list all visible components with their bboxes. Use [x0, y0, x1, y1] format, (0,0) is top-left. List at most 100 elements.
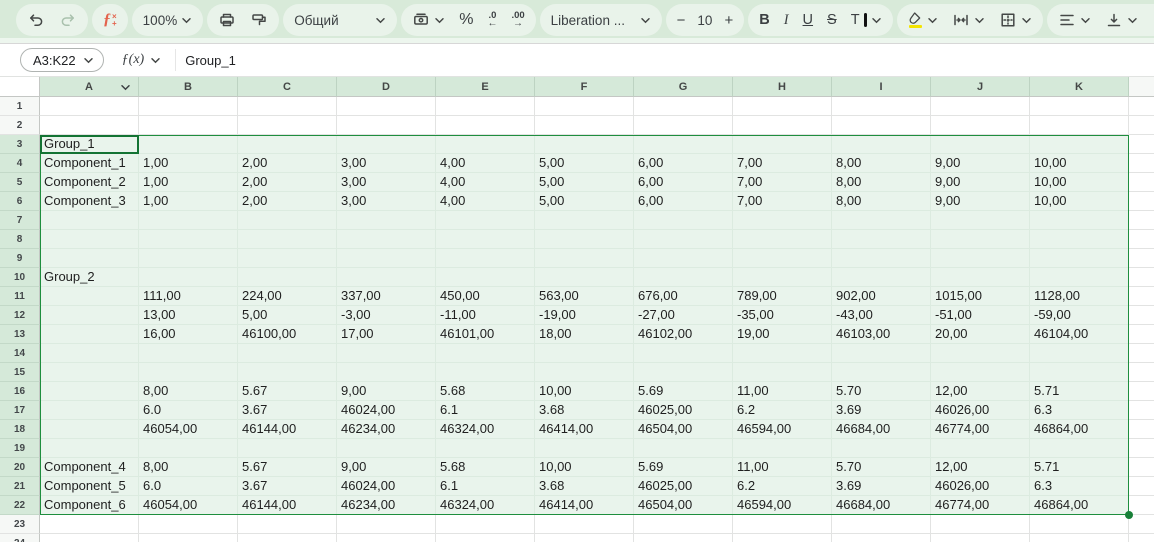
- cell-K8[interactable]: [1030, 230, 1129, 249]
- increase-font-size-button[interactable]: +: [722, 4, 735, 36]
- column-header-partial[interactable]: [1129, 77, 1154, 97]
- currency-format-button[interactable]: [410, 4, 447, 36]
- zoom-select[interactable]: 100%: [141, 4, 195, 36]
- column-header-C[interactable]: C: [238, 77, 337, 97]
- column-header-H[interactable]: H: [733, 77, 832, 97]
- cell-I6[interactable]: 8,00: [832, 192, 931, 211]
- cell-partial-2[interactable]: [1129, 116, 1154, 135]
- cell-K14[interactable]: [1030, 344, 1129, 363]
- cell-J19[interactable]: [931, 439, 1030, 458]
- cell-C24[interactable]: [238, 534, 337, 542]
- redo-button[interactable]: [57, 4, 79, 36]
- cell-J4[interactable]: 9,00: [931, 154, 1030, 173]
- cell-A17[interactable]: [40, 401, 139, 420]
- cell-F3[interactable]: [535, 135, 634, 154]
- cell-E23[interactable]: [436, 515, 535, 534]
- cell-B6[interactable]: 1,00: [139, 192, 238, 211]
- cell-A8[interactable]: [40, 230, 139, 249]
- cell-H1[interactable]: [733, 97, 832, 116]
- cell-I5[interactable]: 8,00: [832, 173, 931, 192]
- cell-partial-14[interactable]: [1129, 344, 1154, 363]
- cell-G24[interactable]: [634, 534, 733, 542]
- row-header-24[interactable]: 24: [0, 534, 40, 542]
- row-header-1[interactable]: 1: [0, 97, 40, 116]
- cell-J5[interactable]: 9,00: [931, 173, 1030, 192]
- cell-E7[interactable]: [436, 211, 535, 230]
- cell-K20[interactable]: 5.71: [1030, 458, 1129, 477]
- row-header-19[interactable]: 19: [0, 439, 40, 458]
- cell-F15[interactable]: [535, 363, 634, 382]
- cell-H4[interactable]: 7,00: [733, 154, 832, 173]
- cell-partial-17[interactable]: [1129, 401, 1154, 420]
- number-format-select[interactable]: Общий: [292, 4, 388, 36]
- cell-D5[interactable]: 3,00: [337, 173, 436, 192]
- cell-C13[interactable]: 46100,00: [238, 325, 337, 344]
- cell-D7[interactable]: [337, 211, 436, 230]
- cell-B20[interactable]: 8,00: [139, 458, 238, 477]
- cell-I21[interactable]: 3.69: [832, 477, 931, 496]
- cell-C2[interactable]: [238, 116, 337, 135]
- cell-A7[interactable]: [40, 211, 139, 230]
- cell-G8[interactable]: [634, 230, 733, 249]
- cell-G13[interactable]: 46102,00: [634, 325, 733, 344]
- column-header-A[interactable]: A: [40, 77, 139, 97]
- cell-A12[interactable]: [40, 306, 139, 325]
- cell-B7[interactable]: [139, 211, 238, 230]
- cell-C3[interactable]: [238, 135, 337, 154]
- cell-B14[interactable]: [139, 344, 238, 363]
- cell-H16[interactable]: 11,00: [733, 382, 832, 401]
- cell-A16[interactable]: [40, 382, 139, 401]
- row-header-5[interactable]: 5: [0, 173, 40, 192]
- cell-G9[interactable]: [634, 249, 733, 268]
- column-header-I[interactable]: I: [832, 77, 931, 97]
- cell-D11[interactable]: 337,00: [337, 287, 436, 306]
- underline-button[interactable]: U: [801, 4, 815, 36]
- cell-F11[interactable]: 563,00: [535, 287, 634, 306]
- cell-G23[interactable]: [634, 515, 733, 534]
- cell-J17[interactable]: 46026,00: [931, 401, 1030, 420]
- cell-G14[interactable]: [634, 344, 733, 363]
- cell-G11[interactable]: 676,00: [634, 287, 733, 306]
- cell-H23[interactable]: [733, 515, 832, 534]
- cell-C7[interactable]: [238, 211, 337, 230]
- row-header-7[interactable]: 7: [0, 211, 40, 230]
- cell-I4[interactable]: 8,00: [832, 154, 931, 173]
- cell-D4[interactable]: 3,00: [337, 154, 436, 173]
- cell-K10[interactable]: [1030, 268, 1129, 287]
- cell-A1[interactable]: [40, 97, 139, 116]
- cell-D23[interactable]: [337, 515, 436, 534]
- cell-H7[interactable]: [733, 211, 832, 230]
- cell-A13[interactable]: [40, 325, 139, 344]
- cell-partial-23[interactable]: [1129, 515, 1154, 534]
- cell-G7[interactable]: [634, 211, 733, 230]
- row-header-21[interactable]: 21: [0, 477, 40, 496]
- cell-C10[interactable]: [238, 268, 337, 287]
- cell-A22[interactable]: Component_6: [40, 496, 139, 515]
- cell-G1[interactable]: [634, 97, 733, 116]
- column-header-G[interactable]: G: [634, 77, 733, 97]
- strikethrough-button[interactable]: S: [825, 4, 839, 36]
- cell-I19[interactable]: [832, 439, 931, 458]
- cell-I18[interactable]: 46684,00: [832, 420, 931, 439]
- cell-A15[interactable]: [40, 363, 139, 382]
- cell-G10[interactable]: [634, 268, 733, 287]
- cell-C17[interactable]: 3.67: [238, 401, 337, 420]
- font-size-value[interactable]: 10: [697, 13, 712, 28]
- cell-C9[interactable]: [238, 249, 337, 268]
- cell-C22[interactable]: 46144,00: [238, 496, 337, 515]
- fx-button[interactable]: ƒ(x): [122, 52, 162, 68]
- cell-E4[interactable]: 4,00: [436, 154, 535, 173]
- cell-C1[interactable]: [238, 97, 337, 116]
- cell-H12[interactable]: -35,00: [733, 306, 832, 325]
- cell-B15[interactable]: [139, 363, 238, 382]
- cell-D13[interactable]: 17,00: [337, 325, 436, 344]
- cell-B2[interactable]: [139, 116, 238, 135]
- cell-H14[interactable]: [733, 344, 832, 363]
- cell-F24[interactable]: [535, 534, 634, 542]
- cell-partial-12[interactable]: [1129, 306, 1154, 325]
- cell-G17[interactable]: 46025,00: [634, 401, 733, 420]
- cell-E8[interactable]: [436, 230, 535, 249]
- cell-partial-21[interactable]: [1129, 477, 1154, 496]
- cell-I10[interactable]: [832, 268, 931, 287]
- cell-G15[interactable]: [634, 363, 733, 382]
